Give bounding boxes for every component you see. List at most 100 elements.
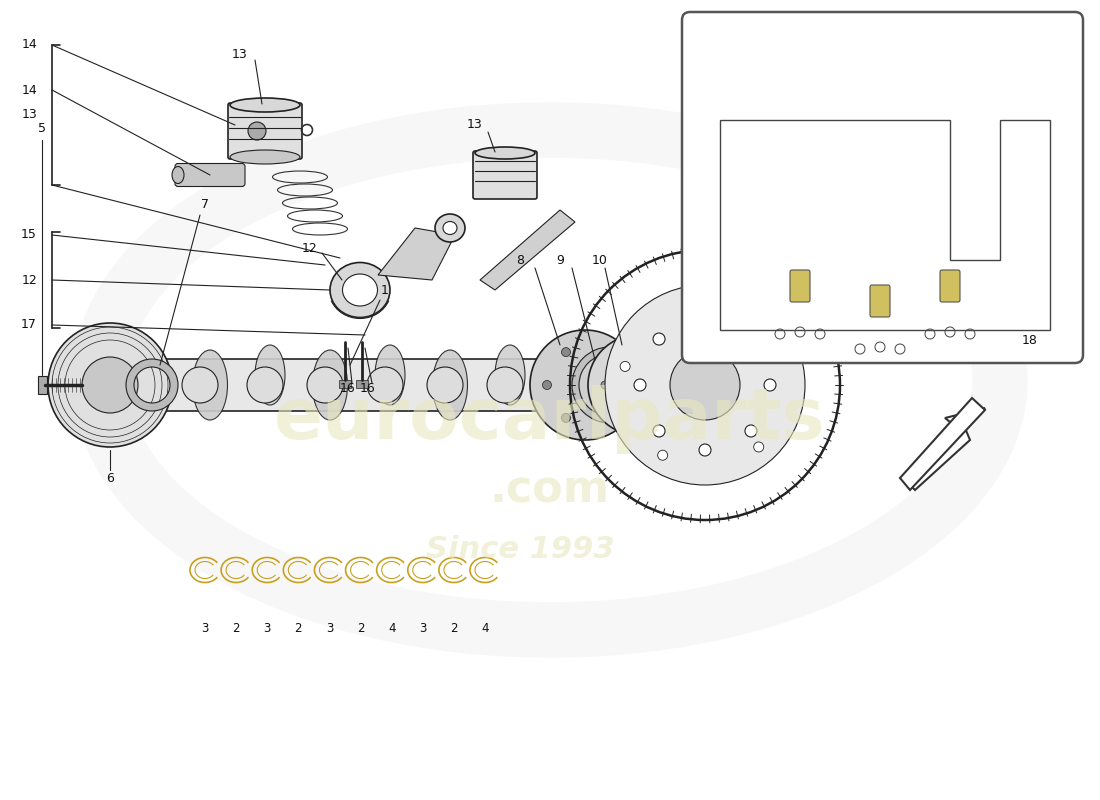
Ellipse shape [230,98,300,112]
Text: 3: 3 [419,622,427,634]
Text: 3: 3 [201,622,209,634]
Ellipse shape [172,166,184,183]
Circle shape [634,348,642,356]
FancyBboxPatch shape [131,359,644,411]
Circle shape [610,358,618,366]
Circle shape [658,450,668,460]
FancyBboxPatch shape [940,270,960,302]
Text: 8: 8 [516,254,524,266]
Text: 4: 4 [481,622,488,634]
Polygon shape [905,408,984,490]
Text: 7: 7 [201,198,209,211]
Text: 3: 3 [264,622,271,634]
Circle shape [653,425,666,437]
Bar [39,376,47,394]
Ellipse shape [443,222,456,234]
Ellipse shape [230,150,300,164]
Circle shape [487,367,522,403]
Ellipse shape [342,274,377,306]
Circle shape [561,347,571,357]
Text: 16: 16 [360,382,376,394]
Circle shape [367,367,403,403]
Ellipse shape [495,345,525,405]
Text: 6: 6 [106,471,114,485]
Polygon shape [480,210,575,290]
Circle shape [764,379,776,391]
Bar [356,380,369,388]
Ellipse shape [255,345,285,405]
Text: 11: 11 [757,214,773,226]
Circle shape [182,367,218,403]
Ellipse shape [330,262,390,318]
FancyBboxPatch shape [228,103,302,159]
Text: 14: 14 [21,38,37,51]
Circle shape [542,381,551,390]
Circle shape [745,425,757,437]
Circle shape [600,414,608,422]
FancyBboxPatch shape [790,270,810,302]
Text: 12: 12 [302,242,318,254]
Text: 2: 2 [356,622,364,634]
Circle shape [601,381,609,389]
Circle shape [698,444,711,456]
Text: 1: 1 [381,283,389,297]
Text: 9: 9 [557,254,564,266]
Circle shape [610,404,618,412]
Circle shape [248,367,283,403]
Text: 2: 2 [450,622,458,634]
Text: 2: 2 [295,622,302,634]
Circle shape [600,347,608,357]
FancyBboxPatch shape [870,285,890,317]
FancyBboxPatch shape [175,163,245,186]
Ellipse shape [434,214,465,242]
Circle shape [634,379,646,391]
Circle shape [48,323,172,447]
Text: 10: 10 [592,254,608,266]
Text: 2: 2 [232,622,240,634]
Ellipse shape [375,345,405,405]
Circle shape [82,357,138,413]
Text: 3: 3 [326,622,333,634]
Ellipse shape [192,350,228,420]
Circle shape [693,298,703,308]
Circle shape [605,285,805,485]
Text: 4: 4 [388,622,395,634]
FancyBboxPatch shape [473,151,537,199]
Text: Since 1993: Since 1993 [426,535,614,565]
Circle shape [248,122,266,140]
Ellipse shape [432,350,468,420]
Polygon shape [900,398,984,490]
Circle shape [634,414,642,422]
Circle shape [658,404,666,412]
Circle shape [653,333,666,345]
Circle shape [588,335,688,435]
Text: 14: 14 [21,83,37,97]
Circle shape [307,367,343,403]
Text: 13: 13 [232,49,248,62]
Text: 12: 12 [21,274,37,286]
Text: 13: 13 [21,109,37,122]
Text: eurocarlparts: eurocarlparts [274,386,826,454]
Circle shape [530,330,640,440]
Circle shape [698,314,711,326]
Ellipse shape [475,147,535,159]
Circle shape [620,362,630,371]
Text: 15: 15 [21,229,37,242]
Text: 18: 18 [1022,334,1038,346]
Text: 13: 13 [468,118,483,131]
Text: 5: 5 [39,122,46,134]
Circle shape [754,442,763,452]
Circle shape [658,358,666,366]
Bar [339,380,351,388]
Ellipse shape [312,350,348,420]
Circle shape [427,367,463,403]
FancyBboxPatch shape [682,12,1084,363]
Text: 16: 16 [340,382,356,394]
Circle shape [561,414,571,422]
Circle shape [670,350,740,420]
Circle shape [745,333,757,345]
Circle shape [776,348,785,358]
Text: 17: 17 [21,318,37,331]
Text: .com: .com [490,469,610,511]
Polygon shape [378,228,455,280]
